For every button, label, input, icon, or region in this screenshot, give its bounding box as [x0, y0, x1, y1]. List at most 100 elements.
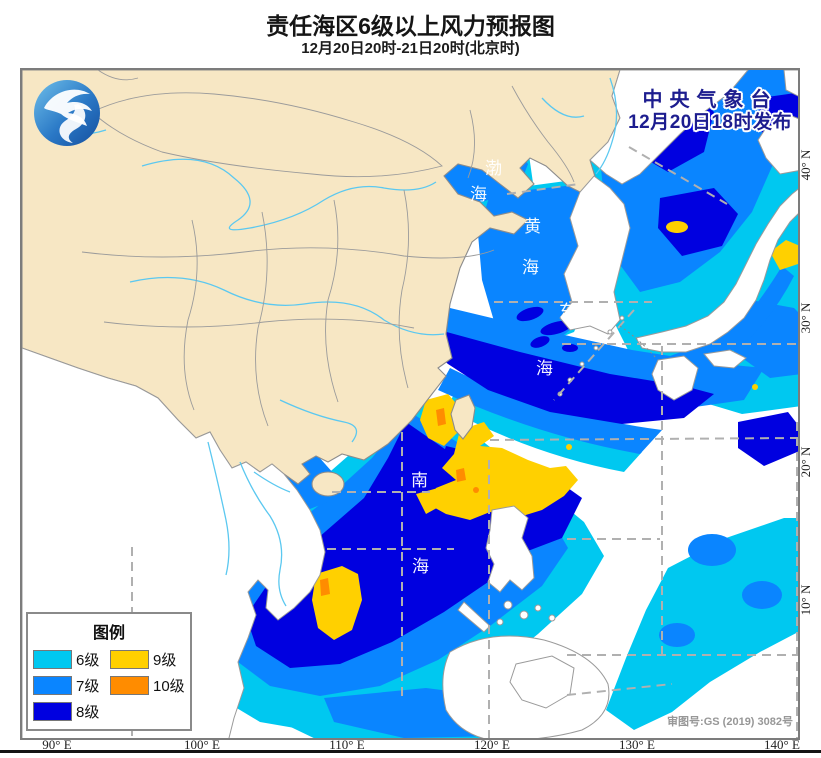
wind-region-10	[456, 468, 466, 482]
wind-region-10	[473, 487, 479, 493]
wind-region-10	[436, 408, 446, 426]
sea-label-yellow-sea: 海	[522, 258, 539, 277]
river	[541, 97, 585, 118]
land-hokkaido	[757, 115, 798, 175]
legend-label-7: 7级	[76, 677, 100, 695]
wind-region-8	[658, 188, 738, 256]
wind-region-7	[659, 623, 695, 647]
sea-label-south-china-sea: 海	[412, 557, 429, 576]
wind-region-7	[742, 581, 782, 609]
border-line	[183, 219, 198, 411]
wind-region-8	[516, 306, 544, 322]
land-luzon	[485, 505, 535, 593]
logo-tail	[59, 104, 86, 143]
sea-boundary	[506, 183, 580, 195]
sea-label-east-china-sea: 海	[536, 359, 553, 378]
land-layer	[22, 70, 798, 738]
lon-label-130e: 130° E	[619, 737, 655, 752]
sea-label-east-china-sea: 东	[559, 302, 576, 321]
page-title: 责任海区6级以上风力预报图	[266, 13, 555, 39]
wind-region-8	[420, 328, 714, 424]
legend-item-8: 8级	[33, 699, 108, 723]
river	[279, 399, 358, 443]
sea-boundary	[553, 309, 635, 401]
map-license-number: 审图号:GS (2019) 3082号	[667, 716, 793, 728]
river	[207, 441, 230, 576]
wind-region-10	[320, 578, 330, 596]
border-line	[325, 199, 339, 403]
legend-item-7: 7级	[33, 673, 108, 697]
legend-label-10: 10级	[153, 677, 185, 695]
wind-region-9	[770, 240, 798, 270]
cma-logo	[34, 80, 100, 146]
river	[141, 158, 437, 231]
legend-swatch-7	[33, 675, 72, 695]
land-island	[503, 600, 513, 610]
logo-swirl	[44, 89, 92, 126]
wind-region-9	[566, 444, 572, 450]
land-island	[534, 604, 542, 612]
sea-boundary	[489, 437, 798, 441]
lat-label-30n: 30° N	[798, 302, 813, 334]
land-sakhalin	[783, 70, 798, 97]
admin-borders-layer	[81, 70, 575, 427]
legend-title: 图例	[92, 625, 125, 642]
lon-label-120e: 120° E	[474, 737, 510, 752]
wind-region-8	[562, 344, 578, 352]
river	[595, 77, 618, 175]
lon-label-110e: 110° E	[329, 737, 365, 752]
border-line	[511, 85, 575, 183]
lon-label-100e: 100° E	[184, 737, 220, 752]
border-line	[81, 247, 495, 259]
wind-region-9	[752, 384, 758, 390]
land-hainan	[311, 471, 345, 497]
forecast-map: 中央气象台 12月20日18时发布 渤 海 黄 海 东 海 南 海 图例 6级 …	[20, 68, 800, 740]
border-line	[467, 109, 475, 179]
legend-label-9: 9级	[153, 651, 177, 669]
lat-label-20n: 20° N	[798, 446, 813, 478]
sea-boundary-layer	[131, 146, 798, 738]
land-russia	[589, 70, 749, 185]
wind-region-9	[666, 221, 688, 233]
wind-region-8	[540, 320, 572, 336]
sea-label-bohai: 渤	[485, 159, 502, 178]
sea-boundary	[628, 146, 728, 205]
legend-swatch-8	[33, 701, 72, 721]
river	[239, 461, 287, 607]
sea-label-bohai: 海	[470, 185, 487, 204]
sea-boundary	[566, 683, 673, 696]
wind-layer-10	[320, 408, 479, 596]
map-canvas	[22, 70, 798, 738]
sea-label-south-china-sea: 南	[411, 471, 428, 490]
border-line	[398, 189, 409, 389]
border-line	[103, 318, 415, 329]
legend-item-6: 6级	[33, 647, 108, 671]
land-island	[548, 614, 556, 622]
wind-region-8	[530, 336, 550, 348]
land-honshu	[635, 188, 798, 353]
lat-label-10n: 10° N	[798, 584, 813, 616]
wind-region-6	[606, 518, 798, 730]
land-island	[496, 618, 504, 626]
land-mindanao	[509, 655, 575, 709]
wind-region-7	[688, 534, 736, 566]
issuer-name: 中央气象台	[642, 89, 778, 111]
bottom-edge-bar	[0, 750, 821, 753]
sea-label-yellow-sea: 黄	[524, 217, 541, 236]
legend-label-8: 8级	[76, 703, 100, 721]
rivers-layer	[41, 77, 618, 607]
land-korea	[559, 175, 631, 335]
land-island	[519, 610, 529, 620]
legend-item-10: 10级	[110, 673, 185, 697]
legend-swatch-6	[33, 649, 72, 669]
land-shikoku	[703, 349, 747, 369]
border-line	[91, 92, 443, 178]
legend-grid: 6级 7级 8级 9级 10级	[28, 647, 190, 723]
border-line	[255, 211, 269, 427]
page-subtitle: 12月20日20时-21日20时(北京时)	[301, 40, 520, 57]
wind-region-9	[428, 422, 578, 520]
lon-label-90e: 90° E	[42, 737, 72, 752]
land-palawan	[457, 601, 491, 633]
wind-region-9	[416, 488, 444, 514]
